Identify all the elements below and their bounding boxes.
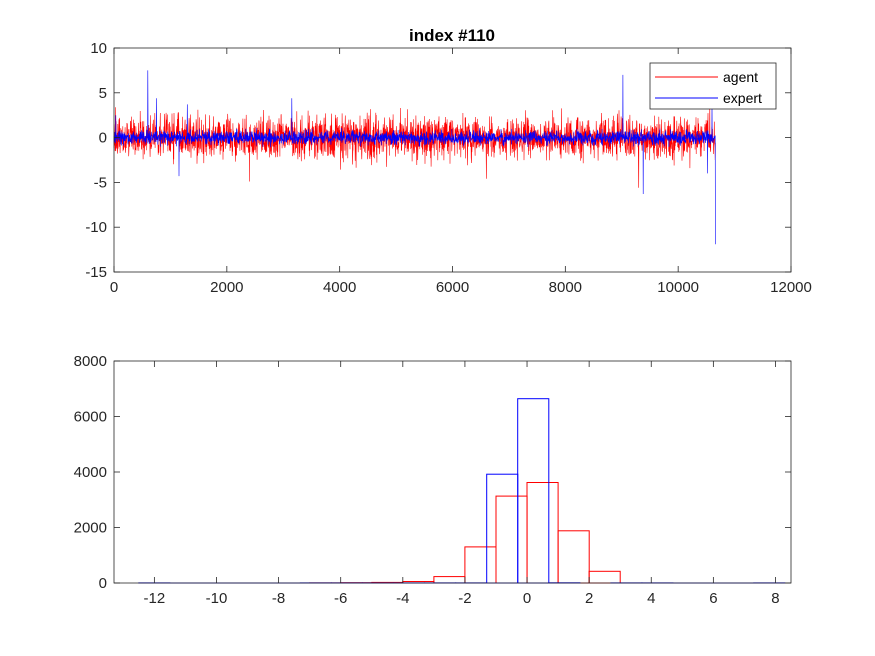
x-tick-label: 12000 bbox=[770, 279, 812, 296]
x-tick-label: 0 bbox=[110, 279, 118, 296]
legend-box bbox=[649, 62, 777, 110]
x-tick-label: 10000 bbox=[657, 279, 699, 296]
series-line-expert bbox=[113, 70, 716, 245]
x-tick-label: 0 bbox=[523, 590, 531, 607]
x-tick-label: 6000 bbox=[436, 279, 469, 296]
histogram-axes: -12 -10 -8 -6 -4 -2 0 2 4 6 8 0 2000 4000 6000 8000 bbox=[74, 353, 792, 607]
x-tick-label: -8 bbox=[272, 590, 285, 607]
x-tick-label: 2000 bbox=[210, 279, 243, 296]
legend-label-expert: expert bbox=[723, 90, 762, 106]
y-tick-label: 0 bbox=[99, 575, 107, 592]
x-tick-label: 4000 bbox=[323, 279, 356, 296]
timeseries-ticks: 0 2000 4000 6000 8000 10000 12000 -15 -10 -5 0 5 10 bbox=[85, 40, 812, 296]
y-tick-label: 2000 bbox=[74, 520, 107, 537]
x-tick-label: -4 bbox=[396, 590, 409, 607]
y-tick-label: -15 bbox=[85, 264, 107, 281]
timeseries-plot-area bbox=[113, 70, 716, 245]
y-tick-label: -10 bbox=[85, 219, 107, 236]
x-tick-label: 8000 bbox=[549, 279, 582, 296]
histogram-ticks: -12 -10 -8 -6 -4 -2 0 2 4 6 8 0 2000 4000 6000 8000 bbox=[74, 353, 792, 607]
y-tick-label: 4000 bbox=[74, 464, 107, 481]
y-tick-label: 5 bbox=[99, 85, 107, 102]
y-tick-label: 6000 bbox=[74, 409, 107, 426]
legend-label-agent: agent bbox=[723, 69, 758, 85]
y-tick-label: 0 bbox=[99, 130, 107, 147]
x-tick-label: 2 bbox=[585, 590, 593, 607]
x-tick-label: -10 bbox=[206, 590, 228, 607]
y-tick-label: 10 bbox=[90, 40, 107, 57]
x-tick-label: -2 bbox=[458, 590, 471, 607]
x-tick-label: -6 bbox=[334, 590, 347, 607]
x-tick-label: 4 bbox=[647, 590, 655, 607]
y-tick-label: -5 bbox=[94, 174, 107, 191]
chart-title: index #110 bbox=[409, 26, 495, 45]
x-tick-label: 6 bbox=[709, 590, 717, 607]
x-tick-label: -12 bbox=[144, 590, 166, 607]
legend: agent expert bbox=[649, 62, 777, 110]
timeseries-axes: index #110 0 2000 4000 6000 8000 10000 12000 -1… bbox=[85, 26, 812, 296]
x-tick-label: 8 bbox=[771, 590, 779, 607]
y-tick-label: 8000 bbox=[74, 353, 107, 370]
